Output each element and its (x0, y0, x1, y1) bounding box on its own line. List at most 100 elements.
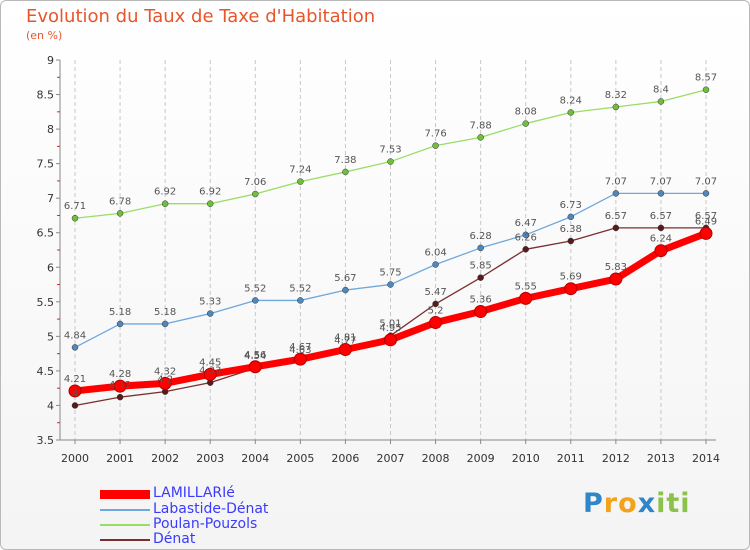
data-label: 7.06 (244, 177, 266, 188)
data-point (567, 237, 575, 245)
data-label: 7.88 (470, 120, 492, 131)
x-tick-label: 2003 (196, 452, 224, 465)
data-label: 5.36 (470, 294, 492, 305)
data-point (522, 231, 529, 239)
data-point (342, 286, 349, 294)
data-point (387, 158, 394, 165)
logo-letter: i (656, 488, 667, 519)
x-tick-label: 2013 (647, 452, 675, 465)
data-point (116, 210, 124, 217)
data-label: 6.78 (109, 196, 131, 207)
x-tick-label: 2005 (286, 452, 314, 465)
data-point (609, 272, 623, 286)
data-point (293, 352, 307, 366)
x-tick-label: 2014 (692, 452, 720, 465)
legend-item-denat: Dénat (100, 531, 400, 548)
data-point (161, 320, 169, 328)
data-point (203, 367, 217, 381)
data-label: 6.71 (64, 201, 86, 212)
data-point (657, 224, 665, 232)
y-tick-label: 5 (47, 330, 54, 343)
data-label: 7.24 (289, 165, 311, 176)
data-label: 6.57 (605, 211, 627, 222)
data-point (71, 402, 79, 409)
legend-label-labastide-denat: Labastide-Dénat (153, 501, 269, 517)
legend-label-denat: Dénat (153, 531, 196, 547)
x-tick-label: 2007 (377, 452, 405, 465)
x-tick-label: 2002 (151, 452, 179, 465)
data-label: 4.63 (289, 345, 311, 356)
y-tick-label: 3.5 (37, 434, 55, 447)
x-tick-label: 2012 (602, 452, 630, 465)
data-point (384, 333, 397, 347)
y-tick-label: 4.5 (37, 365, 55, 378)
data-label: 6.92 (199, 187, 221, 198)
data-point (252, 190, 259, 198)
data-label: 7.07 (605, 176, 627, 187)
y-tick-label: 8 (47, 123, 54, 136)
data-point (522, 120, 529, 127)
data-point (474, 304, 488, 318)
data-point (657, 190, 665, 197)
data-point (519, 291, 533, 305)
x-tick-label: 2009 (467, 452, 495, 465)
data-label: 6.38 (560, 224, 582, 235)
logo-letter: r (603, 488, 619, 519)
data-label: 4.45 (199, 357, 221, 368)
data-label: 5.67 (334, 273, 356, 284)
data-label: 5.75 (379, 268, 401, 279)
y-tick-label: 6 (47, 261, 54, 274)
data-point (297, 178, 304, 185)
data-label: 4.77 (334, 335, 356, 346)
data-label: 4.33 (199, 366, 221, 377)
x-tick-label: 2010 (512, 452, 540, 465)
data-label: 8.32 (605, 90, 627, 101)
data-label: 7.53 (379, 145, 401, 156)
data-label: 4.67 (289, 342, 311, 353)
data-label: 4.54 (244, 351, 266, 362)
legend-item-labastide-denat: Labastide-Dénat (100, 501, 400, 518)
data-label: 6.26 (515, 232, 537, 243)
data-label: 6.49 (695, 216, 717, 227)
x-tick-label: 2006 (331, 452, 359, 465)
data-point (248, 360, 262, 374)
x-tick-label: 2000 (61, 452, 89, 465)
y-tick-label: 9 (47, 54, 54, 67)
y-tick-label: 6.5 (37, 227, 55, 240)
data-point (432, 300, 439, 308)
proxiti-logo: Proxiti (583, 488, 691, 519)
data-point (702, 86, 710, 93)
logo-letter: x (637, 488, 657, 519)
data-point (71, 214, 79, 222)
data-label: 4.21 (64, 374, 86, 385)
data-point (612, 190, 620, 197)
data-label: 5.2 (428, 306, 444, 317)
logo-letter: i (680, 488, 691, 519)
data-point (68, 384, 82, 398)
y-tick-label: 7 (47, 192, 54, 205)
x-tick-label: 2004 (241, 452, 269, 465)
data-point (567, 109, 575, 116)
data-label: 4.12 (109, 380, 131, 391)
data-point (252, 297, 259, 304)
data-label: 5.01 (379, 319, 401, 330)
legend-swatch-denat (100, 539, 150, 541)
data-label: 5.69 (560, 272, 582, 283)
y-tick-label: 8.5 (37, 89, 55, 102)
data-point (432, 261, 439, 268)
data-label: 6.28 (470, 231, 492, 242)
data-point (429, 316, 443, 330)
data-label: 4.95 (379, 323, 401, 334)
data-label: 5.18 (109, 307, 131, 318)
data-point (702, 190, 710, 197)
legend-swatch-poulan-pouzols (100, 524, 150, 526)
data-label: 8.08 (515, 107, 537, 118)
data-point (654, 244, 668, 258)
data-point (158, 376, 172, 390)
data-label: 6.47 (515, 218, 537, 229)
data-point (564, 282, 578, 296)
data-label: 5.52 (244, 283, 266, 294)
data-label: 7.07 (650, 176, 672, 187)
data-label: 5.47 (424, 287, 446, 298)
logo-letter: o (618, 488, 638, 519)
